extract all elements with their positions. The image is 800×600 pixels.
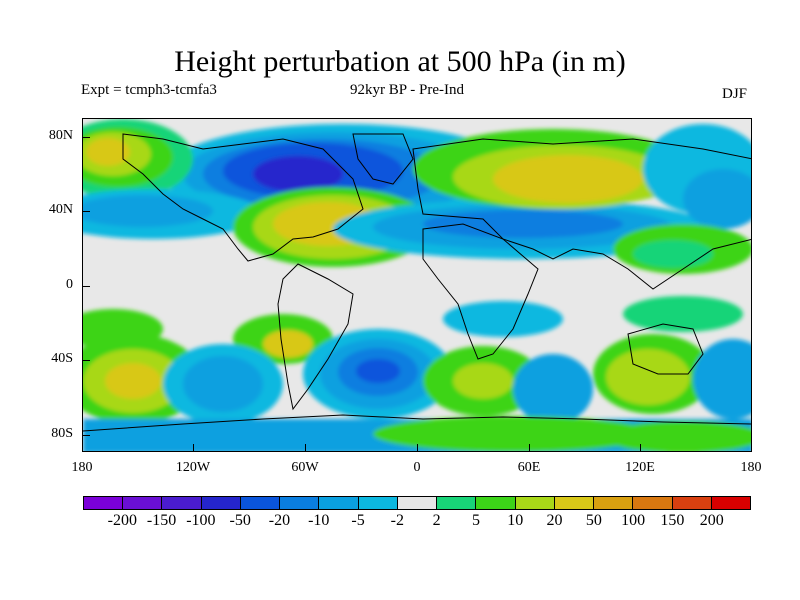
y-tick bbox=[82, 360, 90, 361]
y-tick bbox=[82, 435, 90, 436]
y-tick-label: 40S bbox=[51, 351, 73, 366]
colorbar-swatch bbox=[476, 497, 516, 509]
colorbar-label: -200 bbox=[107, 512, 137, 529]
colorbar-label: 5 bbox=[471, 512, 480, 529]
field-blob bbox=[105, 363, 161, 399]
colorbar-swatch bbox=[84, 497, 124, 509]
field-blob bbox=[453, 363, 513, 399]
colorbar-swatch bbox=[672, 497, 712, 509]
field-blob bbox=[86, 138, 130, 166]
field-blob bbox=[606, 349, 690, 405]
y-tick-label: 80S bbox=[51, 426, 73, 441]
x-tick bbox=[640, 444, 641, 452]
colorbar-label: 50 bbox=[585, 512, 602, 529]
field-blob bbox=[683, 169, 751, 229]
y-tick bbox=[82, 211, 90, 212]
height-perturbation-field bbox=[83, 119, 751, 451]
field-blob bbox=[493, 155, 643, 203]
colorbar-swatch bbox=[319, 497, 359, 509]
y-tick bbox=[82, 286, 90, 287]
y-tick-label: 80N bbox=[48, 128, 73, 143]
colorbar bbox=[83, 496, 751, 510]
field-blob bbox=[513, 354, 593, 424]
colorbar-label: 10 bbox=[507, 512, 524, 529]
x-tick-label: 0 bbox=[413, 460, 421, 475]
colorbar-label: 2 bbox=[432, 512, 441, 529]
colorbar-label: 20 bbox=[546, 512, 563, 529]
field-blob bbox=[83, 195, 213, 227]
colorbar-swatch bbox=[515, 497, 555, 509]
colorbar-label: -50 bbox=[229, 512, 251, 529]
colorbar-swatch bbox=[240, 497, 281, 509]
colorbar-label: -20 bbox=[268, 512, 291, 529]
coastline-antarctica bbox=[83, 414, 751, 432]
field-blob bbox=[423, 210, 623, 238]
x-tick bbox=[529, 444, 530, 452]
colorbar-swatch bbox=[358, 497, 398, 509]
x-tick bbox=[417, 444, 418, 452]
colorbar-swatch bbox=[711, 497, 750, 509]
colorbar-swatch bbox=[554, 497, 595, 509]
x-tick-label: 60E bbox=[517, 460, 541, 475]
field-blob bbox=[263, 330, 313, 358]
colorbar-label: -150 bbox=[146, 512, 177, 529]
coastline-eurasia bbox=[412, 138, 751, 290]
season-label: DJF bbox=[722, 86, 748, 102]
colorbar-label: 200 bbox=[699, 512, 724, 529]
y-tick-label: 0 bbox=[66, 277, 73, 292]
y-tick-label: 40N bbox=[48, 202, 73, 217]
colorbar-label: -2 bbox=[390, 512, 404, 529]
x-tick-label: 180 bbox=[740, 460, 762, 475]
field-blob bbox=[253, 156, 343, 192]
field-blob bbox=[603, 421, 751, 451]
x-tick bbox=[193, 444, 194, 452]
colorbar-swatch bbox=[594, 497, 634, 509]
x-tick-label: 120W bbox=[175, 460, 211, 475]
field-blob bbox=[623, 296, 743, 332]
colorbar-swatch bbox=[437, 497, 477, 509]
field-blob bbox=[356, 359, 400, 383]
colorbar-label: 100 bbox=[621, 512, 646, 529]
colorbar-label: -10 bbox=[308, 512, 330, 529]
x-tick-label: 60W bbox=[291, 460, 319, 475]
x-tick bbox=[751, 444, 752, 452]
colorbar-swatch bbox=[201, 497, 241, 509]
colorbar-label: 150 bbox=[660, 512, 685, 529]
coastline-australia bbox=[627, 323, 704, 375]
colorbar-swatch bbox=[397, 497, 438, 509]
coastline-south-america bbox=[277, 263, 354, 411]
colorbar-swatch bbox=[123, 497, 163, 509]
y-tick bbox=[82, 137, 90, 138]
map-panel bbox=[82, 118, 752, 452]
field-blob bbox=[443, 301, 563, 337]
experiment-label: Expt = tcmph3-tcmfa3 bbox=[81, 82, 217, 98]
colorbar-swatch bbox=[633, 497, 673, 509]
coastline-africa bbox=[422, 223, 539, 360]
coastlines bbox=[83, 133, 751, 432]
colorbar-swatch bbox=[280, 497, 320, 509]
x-tick bbox=[305, 444, 306, 452]
colorbar-label: -5 bbox=[351, 512, 365, 529]
field-blob bbox=[373, 416, 653, 451]
colorbar-swatch bbox=[162, 497, 202, 509]
coastline-north-america bbox=[122, 133, 364, 262]
field-blob bbox=[183, 356, 263, 412]
field-blob bbox=[693, 339, 751, 419]
x-tick-label: 120E bbox=[625, 460, 655, 475]
colorbar-label: -100 bbox=[186, 512, 216, 529]
x-tick-label: 180 bbox=[71, 460, 93, 475]
x-tick bbox=[82, 444, 83, 452]
period-label: 92kyr BP - Pre-Ind bbox=[350, 82, 465, 98]
field-blob bbox=[633, 240, 713, 268]
coastline-greenland bbox=[352, 133, 414, 185]
chart-title: Height perturbation at 500 hPa (in m) bbox=[174, 45, 626, 78]
